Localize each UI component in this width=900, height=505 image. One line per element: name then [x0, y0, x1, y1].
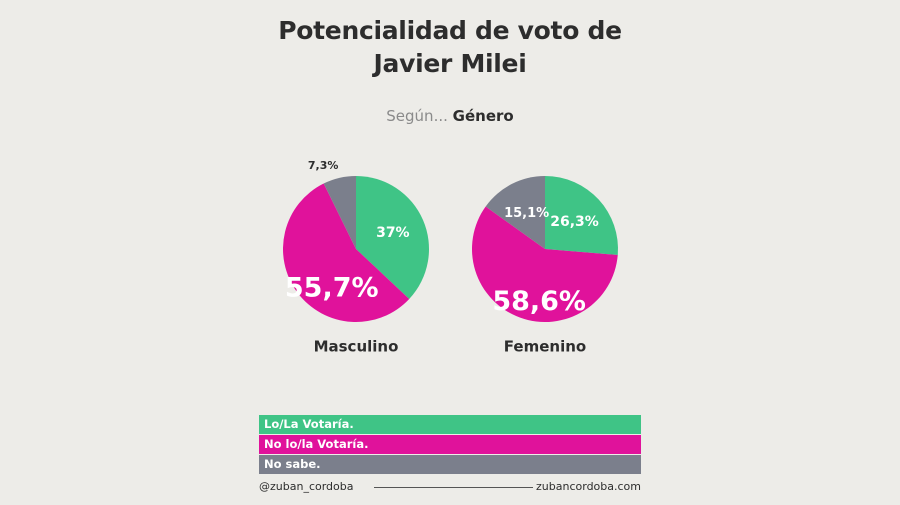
legend-item-votaria: Lo/La Votaría.	[259, 415, 641, 434]
subtitle-value: Género	[452, 107, 514, 125]
pie-charts: 37% 55,7% 7,3% Masculino 26,3% 58,6% 15,1% Feme…	[282, 159, 618, 356]
slice-label-masculino-2: 7,3%	[308, 159, 339, 172]
legend-item-no-sabe: No sabe.	[259, 455, 641, 474]
slice-label-masculino-0: 37%	[376, 225, 410, 241]
pie-femenino: 26,3% 58,6% 15,1% Femenino	[471, 176, 618, 356]
chart-title: Potencialidad de voto de Javier Milei	[0, 14, 900, 80]
legend: Lo/La Votaría. No lo/la Votaría. No sabe…	[259, 415, 641, 475]
slice-label-femenino-1: 58,6%	[492, 286, 586, 317]
legend-item-no-votaria: No lo/la Votaría.	[259, 435, 641, 454]
pie-slice-masculino-2	[323, 176, 356, 249]
pie-slice-masculino-0	[356, 176, 430, 299]
slice-label-femenino-0: 26,3%	[550, 214, 599, 230]
slice-label-femenino-2: 15,1%	[504, 206, 549, 221]
footer: @zuban_cordoba zubancordoba.com	[259, 480, 641, 494]
pie-slice-femenino-1	[471, 206, 618, 323]
website-link: zubancordoba.com	[536, 480, 641, 493]
footer-divider	[374, 487, 533, 488]
slice-label-masculino-1: 55,7%	[285, 272, 379, 303]
title-line-2: Javier Milei	[373, 49, 527, 78]
pie-slice-femenino-2	[485, 176, 545, 249]
chart-subtitle: Según... Género	[0, 107, 900, 125]
pie-slice-femenino-0	[545, 176, 618, 255]
pie-category-label-femenino: Femenino	[504, 338, 586, 356]
pie-slice-masculino-1	[282, 183, 410, 323]
social-handle: @zuban_cordoba	[259, 480, 354, 493]
title-line-1: Potencialidad de voto de	[278, 16, 622, 45]
subtitle-prefix: Según...	[386, 107, 448, 125]
pie-masculino: 37% 55,7% 7,3% Masculino	[282, 159, 430, 356]
pie-category-label-masculino: Masculino	[314, 338, 399, 356]
